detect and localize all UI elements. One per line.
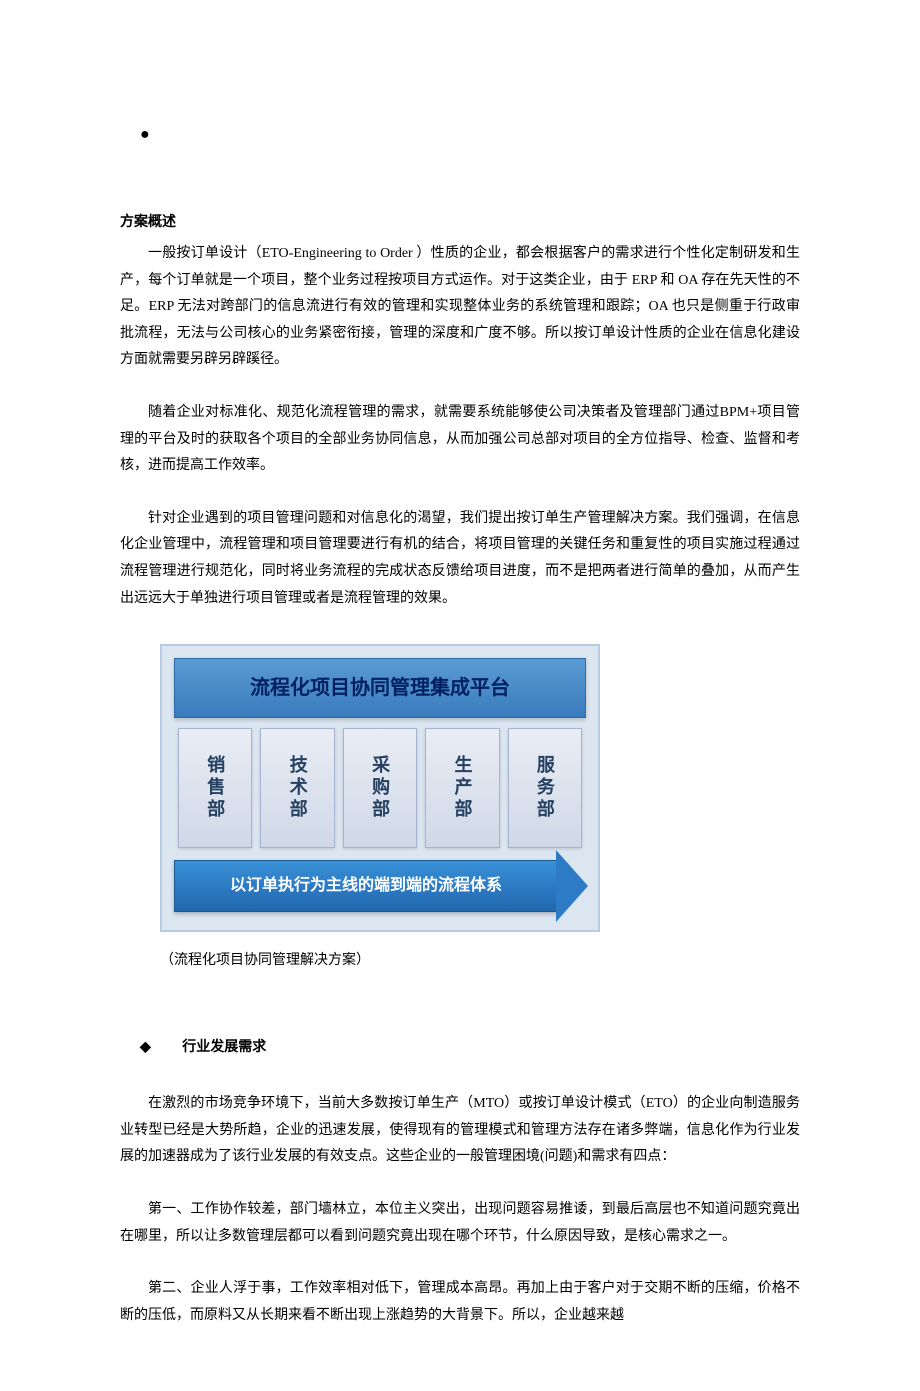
pillar-procurement: 采购部 (343, 728, 417, 848)
pillar-production: 生产部 (425, 728, 499, 848)
paragraph-5: 第一、工作协作较差，部门墙林立，本位主义突出，出现问题容易推诿，到最后高层也不知… (120, 1197, 800, 1250)
pillar-service: 服务部 (508, 728, 582, 848)
diagram-caption: （流程化项目协同管理解决方案） (160, 948, 800, 975)
top-bullet (140, 120, 800, 150)
pillar-sales: 销售部 (178, 728, 252, 848)
arrow-head-icon (556, 850, 588, 922)
arrow-body: 以订单执行为主线的端到端的流程体系 (174, 860, 558, 912)
diagram-arrow: 以订单执行为主线的端到端的流程体系 (174, 860, 586, 912)
diagram-container: 流程化项目协同管理集成平台 销售部 技术部 采购部 生产部 服务部 以订单执行为… (160, 644, 600, 932)
paragraph-6: 第二、企业人浮于事，工作效率相对低下，管理成本高昂。再加上由于客户对于交期不断的… (120, 1276, 800, 1329)
pillar-tech: 技术部 (260, 728, 334, 848)
diagram-pillars: 销售部 技术部 采购部 生产部 服务部 (174, 728, 586, 848)
subsection-title-text: 行业发展需求 (182, 1040, 266, 1055)
paragraph-2: 随着企业对标准化、规范化流程管理的需求，就需要系统能够使公司决策者及管理部门通过… (120, 400, 800, 480)
diagram-header: 流程化项目协同管理集成平台 (174, 658, 586, 718)
section-title: 方案概述 (120, 210, 800, 237)
paragraph-4: 在激烈的市场竞争环境下，当前大多数按订单生产（MTO）或按订单设计模式（ETO）… (120, 1091, 800, 1171)
paragraph-3: 针对企业遇到的项目管理问题和对信息化的渴望，我们提出按订单生产管理解决方案。我们… (120, 506, 800, 612)
diagram: 流程化项目协同管理集成平台 销售部 技术部 采购部 生产部 服务部 以订单执行为… (160, 644, 600, 932)
subsection-title: 行业发展需求 (140, 1035, 800, 1062)
paragraph-1: 一般按订单设计（ETO-Engineering to Order ）性质的企业，… (120, 241, 800, 374)
